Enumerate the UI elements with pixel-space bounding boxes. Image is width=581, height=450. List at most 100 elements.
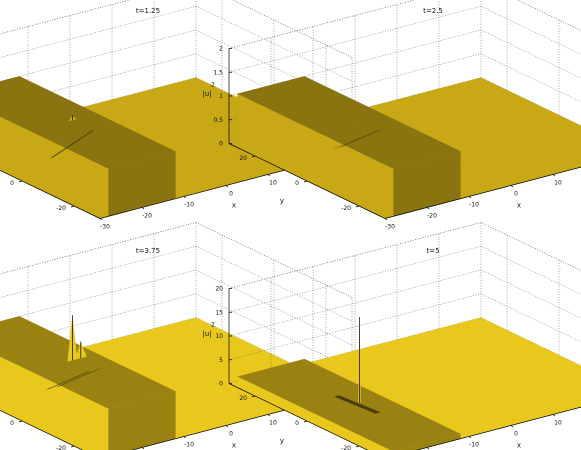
box-edge <box>228 0 416 49</box>
z-axis-label-superscript: 2 <box>211 322 215 329</box>
panel-1-title: t=1.25 <box>136 7 160 15</box>
x-tick <box>183 196 187 199</box>
z-axis-label-superscript: 2 <box>211 82 215 89</box>
x-tick <box>141 207 145 210</box>
dip-line <box>333 130 378 150</box>
x-tick <box>384 218 388 221</box>
y-axis-label: y <box>280 197 284 205</box>
wave-band-top <box>0 76 176 169</box>
wave-band-side <box>0 116 109 217</box>
y-tick <box>70 205 75 208</box>
x-tick <box>225 425 229 428</box>
y-tick-label: 20 <box>239 155 247 162</box>
z-tick-label: 10 <box>215 333 223 340</box>
box-edge <box>480 222 581 271</box>
box-edge <box>0 0 131 35</box>
peak <box>352 119 363 122</box>
dip-line <box>56 368 102 388</box>
x-tick <box>552 414 556 417</box>
y-tick <box>355 445 360 448</box>
wave-band-front <box>108 151 176 217</box>
z-tick-label: 1.5 <box>213 69 223 76</box>
dip-line <box>45 371 91 390</box>
dip-line <box>50 129 95 159</box>
y-tick <box>251 395 256 398</box>
z-tick-label: 0 <box>219 141 223 148</box>
y-tick-label: 0 <box>295 420 299 427</box>
dip-line <box>339 128 384 148</box>
x-tick-label: 10 <box>269 420 277 427</box>
x-tick-label: 0 <box>229 191 233 198</box>
x-tick-label: -10 <box>184 202 194 209</box>
grid-line <box>0 0 131 35</box>
wave-band-top <box>237 358 461 450</box>
x-tick <box>552 174 556 177</box>
box-edge <box>0 222 197 275</box>
x-tick <box>468 196 472 199</box>
z-tick-label: 5 <box>219 357 223 364</box>
y-tick <box>70 445 75 448</box>
x-tick <box>426 447 430 450</box>
y-tick-label: 0 <box>10 420 14 427</box>
x-tick-label: -10 <box>184 442 194 449</box>
wave-band-front <box>393 151 461 217</box>
x-tick-label: 0 <box>514 431 518 438</box>
x-tick <box>426 207 430 210</box>
x-tick-label: -10 <box>469 442 479 449</box>
box-edge <box>231 0 353 58</box>
z-tick-label: 0.5 <box>213 117 223 124</box>
x-tick <box>183 436 187 439</box>
x-tick-label: -30 <box>385 224 395 231</box>
grid-line <box>0 246 197 298</box>
y-tick <box>251 155 256 158</box>
x-tick-label: -20 <box>427 213 437 220</box>
x-tick <box>510 185 514 188</box>
y-tick-label: 20 <box>239 395 247 402</box>
panel-3-title: t=3.75 <box>136 247 160 255</box>
wave-band-top <box>237 76 461 169</box>
x-tick-label: 10 <box>554 180 562 187</box>
grid-line <box>228 246 482 313</box>
surface-panel-2: t=2.5 -30-20-100102030x200-20y00.511.52|… <box>202 0 581 231</box>
z-axis-label: |u| <box>202 90 211 98</box>
x-tick-label: 10 <box>269 180 277 187</box>
y-axis-label: y <box>280 437 284 445</box>
z-tick-label: 0 <box>219 381 223 388</box>
box-edge <box>228 222 482 289</box>
x-tick-label: -10 <box>469 202 479 209</box>
z-tick-label: 2 <box>219 46 223 53</box>
grid-line <box>0 222 197 275</box>
x-axis-label: x <box>232 202 236 210</box>
x-tick <box>267 414 271 417</box>
y-tick-label: -20 <box>341 205 351 212</box>
y-tick <box>18 180 23 183</box>
z-tick-label: 1 <box>219 93 223 100</box>
box-edge <box>195 222 353 298</box>
y-tick <box>18 420 23 423</box>
x-tick-label: 0 <box>514 191 518 198</box>
wave-band-front <box>399 433 461 450</box>
x-tick <box>225 185 229 188</box>
box-edge <box>516 0 581 31</box>
panel-4-title: t=5 <box>426 247 439 255</box>
x-tick <box>468 436 472 439</box>
panel-2-title: t=2.5 <box>423 7 443 15</box>
dip-line <box>334 395 381 414</box>
z-axis-label: |u| <box>202 330 211 338</box>
x-tick <box>510 425 514 428</box>
x-axis-label: x <box>517 442 521 450</box>
x-tick <box>99 218 103 221</box>
grid-line <box>480 222 581 271</box>
wave-band-front <box>108 391 176 450</box>
grid-line <box>195 6 353 82</box>
y-tick-label: -20 <box>341 445 351 450</box>
grid-line <box>480 246 581 295</box>
x-axis-label: x <box>232 442 236 450</box>
x-tick <box>267 174 271 177</box>
wave-band-top <box>0 316 176 409</box>
x-tick-label: 0 <box>229 431 233 438</box>
wave-band-side <box>237 93 394 217</box>
x-axis-label: x <box>517 202 521 210</box>
